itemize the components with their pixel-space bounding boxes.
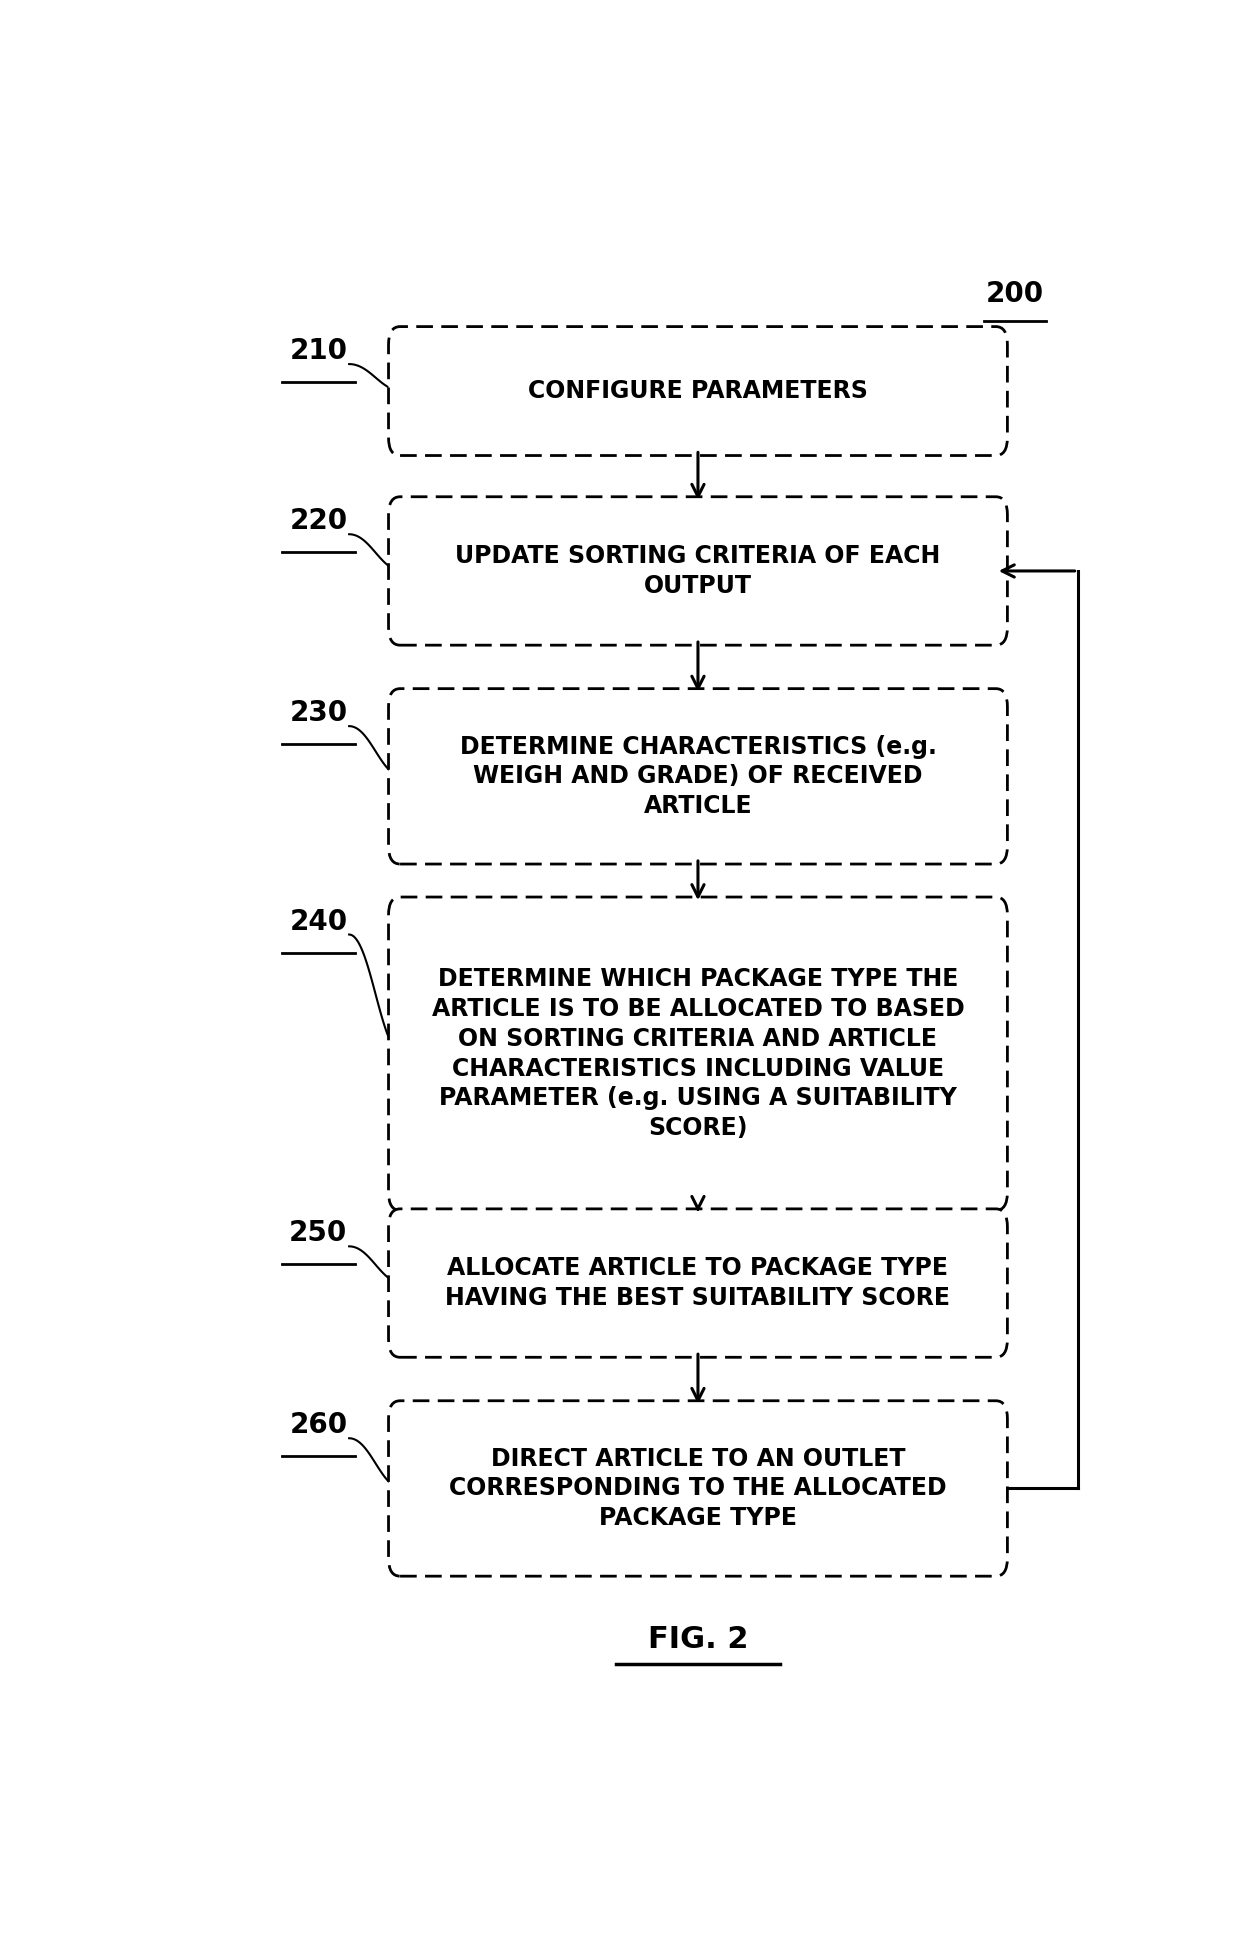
- Text: CONFIGURE PARAMETERS: CONFIGURE PARAMETERS: [528, 380, 868, 403]
- Text: DIRECT ARTICLE TO AN OUTLET
CORRESPONDING TO THE ALLOCATED
PACKAGE TYPE: DIRECT ARTICLE TO AN OUTLET CORRESPONDIN…: [449, 1447, 947, 1530]
- FancyBboxPatch shape: [388, 898, 1007, 1211]
- Text: 230: 230: [289, 699, 347, 726]
- FancyBboxPatch shape: [388, 496, 1007, 644]
- FancyBboxPatch shape: [388, 327, 1007, 456]
- Text: 210: 210: [289, 337, 347, 366]
- FancyBboxPatch shape: [388, 689, 1007, 864]
- Text: UPDATE SORTING CRITERIA OF EACH
OUTPUT: UPDATE SORTING CRITERIA OF EACH OUTPUT: [455, 543, 941, 598]
- Text: 220: 220: [289, 508, 347, 535]
- Text: 240: 240: [289, 907, 347, 935]
- Text: DETERMINE CHARACTERISTICS (e.g.
WEIGH AND GRADE) OF RECEIVED
ARTICLE: DETERMINE CHARACTERISTICS (e.g. WEIGH AN…: [460, 734, 936, 818]
- Text: 200: 200: [986, 280, 1044, 308]
- Text: 260: 260: [289, 1412, 347, 1439]
- FancyBboxPatch shape: [388, 1400, 1007, 1577]
- Text: DETERMINE WHICH PACKAGE TYPE THE
ARTICLE IS TO BE ALLOCATED TO BASED
ON SORTING : DETERMINE WHICH PACKAGE TYPE THE ARTICLE…: [432, 968, 965, 1139]
- Text: FIG. 2: FIG. 2: [647, 1626, 748, 1655]
- FancyBboxPatch shape: [388, 1209, 1007, 1357]
- Text: 250: 250: [289, 1219, 347, 1248]
- Text: ALLOCATE ARTICLE TO PACKAGE TYPE
HAVING THE BEST SUITABILITY SCORE: ALLOCATE ARTICLE TO PACKAGE TYPE HAVING …: [445, 1256, 951, 1310]
